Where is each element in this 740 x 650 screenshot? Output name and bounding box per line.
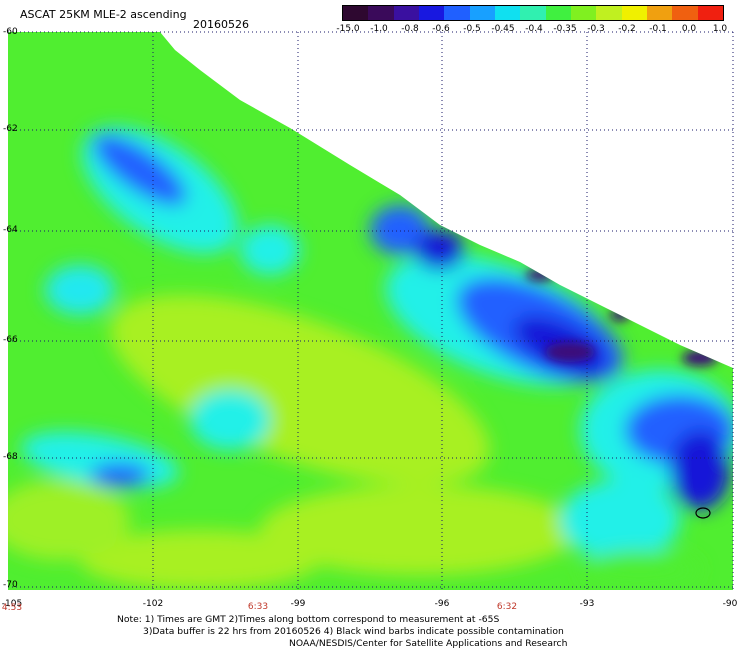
colorbar-label: -0.8 bbox=[401, 24, 419, 34]
colorbar-label: -0.3 bbox=[587, 24, 605, 34]
colorbar-swatch bbox=[469, 6, 495, 20]
colorbar-labels: -15.0 -1.0 -0.8 -0.6 -0.5 -0.45 -0.4 -0.35 -0.3 -… bbox=[328, 24, 740, 38]
colorbar-label: -0.2 bbox=[618, 24, 636, 34]
colorbar-swatch bbox=[520, 6, 546, 20]
colorbar-swatch bbox=[621, 6, 647, 20]
colorbar bbox=[342, 5, 724, 21]
colorbar-swatch bbox=[418, 6, 445, 20]
product-date: 20160526 bbox=[193, 18, 249, 31]
colorbar-label: -15.0 bbox=[336, 24, 360, 34]
note-line-2: 3)Data buffer is 22 hrs from 20160526 4)… bbox=[143, 626, 564, 637]
lat-label-68: -68 bbox=[3, 452, 18, 462]
colorbar-swatch bbox=[570, 6, 597, 20]
colorbar-label: -0.5 bbox=[463, 24, 481, 34]
lon-label-102: -102 bbox=[142, 599, 164, 609]
colorbar-label: -0.4 bbox=[525, 24, 543, 34]
colorbar-label: 0.0 bbox=[681, 24, 697, 34]
colorbar-swatch bbox=[368, 6, 394, 20]
lat-label-66: -66 bbox=[3, 335, 18, 345]
contamination-marker bbox=[695, 507, 711, 519]
time-label-3: 6:32 bbox=[496, 602, 518, 612]
colorbar-swatch bbox=[444, 6, 470, 20]
colorbar-swatch bbox=[393, 6, 419, 20]
colorbar-swatch bbox=[596, 6, 622, 20]
product-title: ASCAT 25KM MLE-2 ascending bbox=[20, 8, 187, 21]
colorbar-label: -0.1 bbox=[649, 24, 667, 34]
colorbar-label: -0.45 bbox=[491, 24, 515, 34]
colorbar-swatch bbox=[697, 6, 723, 20]
time-label-1: 4:53 bbox=[1, 603, 23, 613]
lat-label-70: -70 bbox=[3, 580, 18, 590]
lon-label-105: -105 bbox=[1, 599, 23, 609]
colorbar-swatch bbox=[545, 6, 571, 20]
time-label-2: 6:33 bbox=[247, 602, 269, 612]
note-line-3: NOAA/NESDIS/Center for Satellite Applica… bbox=[289, 638, 568, 649]
colorbar-swatch bbox=[646, 6, 673, 20]
grid-lines bbox=[8, 31, 734, 590]
colorbar-swatch bbox=[494, 6, 521, 20]
colorbar-label: 1.0 bbox=[712, 24, 728, 34]
lon-label-96: -96 bbox=[434, 599, 450, 609]
wind-field bbox=[8, 32, 733, 590]
lon-label-93: -93 bbox=[579, 599, 595, 609]
footnotes: Note: 1) Times are GMT 2)Times along bot… bbox=[117, 614, 567, 650]
lon-label-90: -90 bbox=[722, 599, 738, 609]
colorbar-label: -1.0 bbox=[370, 24, 388, 34]
lon-label-99: -99 bbox=[290, 599, 306, 609]
colorbar-label: -0.35 bbox=[553, 24, 577, 34]
colorbar-swatch bbox=[343, 6, 369, 20]
colorbar-swatch bbox=[672, 6, 698, 20]
lat-label-60: -60 bbox=[3, 27, 18, 37]
lat-label-64: -64 bbox=[3, 225, 18, 235]
note-line-1: Note: 1) Times are GMT 2)Times along bot… bbox=[117, 614, 500, 625]
lat-label-62: -62 bbox=[3, 124, 18, 134]
colorbar-label: -0.6 bbox=[432, 24, 450, 34]
